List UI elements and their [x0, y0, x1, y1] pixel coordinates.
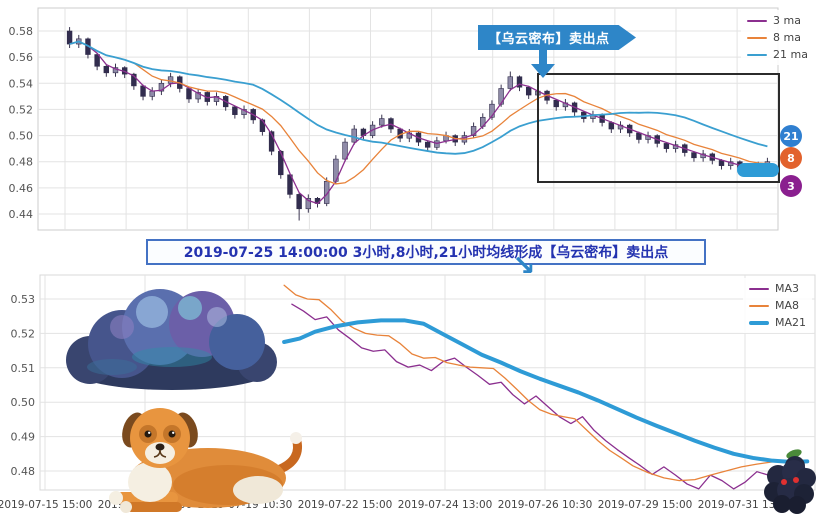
ma-line-8 [69, 40, 768, 185]
legend-label: 21 ma [773, 48, 808, 61]
svg-text:0.56: 0.56 [9, 51, 34, 64]
line-swatch-icon [747, 19, 768, 22]
svg-text:2019-07-22 15:00: 2019-07-22 15:00 [298, 499, 393, 511]
series-line-MA21 [282, 318, 810, 465]
dark-cloud-highlight-box [537, 73, 780, 183]
svg-text:21: 21 [783, 130, 798, 143]
dog-illustration [109, 408, 302, 513]
sell-point-down-arrow-icon [531, 50, 555, 78]
svg-text:0.48: 0.48 [9, 156, 34, 169]
svg-text:0.54: 0.54 [9, 77, 34, 90]
ma-badge-21: 21 [780, 125, 802, 147]
legend-label: MA3 [774, 282, 799, 295]
ma-line-3 [69, 40, 768, 205]
svg-text:2019-07-31 13:00: 2019-07-31 13:00 [698, 499, 793, 511]
line-swatch-icon [747, 36, 768, 39]
line-swatch-icon [747, 53, 768, 56]
svg-text:0.46: 0.46 [9, 182, 34, 195]
dark-cloud-icon [764, 449, 816, 514]
svg-text:0.50: 0.50 [9, 130, 34, 143]
svg-text:0.51: 0.51 [11, 362, 36, 375]
ma21-end-cap [737, 163, 779, 177]
svg-text:2019-07-24 13:00: 2019-07-24 13:00 [398, 499, 493, 511]
sell-annotation-banner: 【乌云密布】卖出点 [478, 25, 636, 50]
svg-text:2019-07-29 15:00: 2019-07-29 15:00 [598, 499, 693, 511]
ma-badge-8: 8 [780, 147, 802, 169]
svg-text:0.52: 0.52 [11, 327, 36, 340]
legend-item-MA3: MA3 [748, 282, 806, 295]
trend-arrow-icon: ↘ [512, 249, 536, 282]
svg-text:0.52: 0.52 [9, 103, 34, 116]
legend-item-21ma: 21 ma [747, 48, 808, 61]
event-banner-text: 2019-07-25 14:00:00 3小时,8小时,21小时均线形成【乌云密… [183, 245, 669, 261]
svg-text:2019-07-15 15:00: 2019-07-15 15:00 [0, 499, 92, 511]
bottom-chart-legend: MA3 MA8 MA21 [742, 278, 812, 333]
line-swatch-icon [748, 287, 769, 290]
svg-text:0.50: 0.50 [11, 396, 36, 409]
svg-text:0.49: 0.49 [11, 431, 36, 444]
series-line-MA3 [291, 303, 805, 490]
legend-label: 8 ma [773, 31, 801, 44]
svg-text:0.48: 0.48 [11, 465, 36, 478]
storm-cloud-illustration [66, 289, 277, 390]
ma-badge-3: 3 [780, 175, 802, 197]
top-chart-legend: 3 ma 8 ma 21 ma [741, 10, 814, 65]
event-banner: 2019-07-25 14:00:00 3小时,8小时,21小时均线形成【乌云密… [146, 239, 706, 265]
svg-text:0.58: 0.58 [9, 25, 34, 38]
line-swatch-icon [748, 304, 769, 307]
sell-annotation-label: 【乌云密布】卖出点 [488, 32, 610, 47]
legend-item-MA8: MA8 [748, 299, 806, 312]
svg-text:3: 3 [787, 180, 795, 193]
top-chart-canvas: 0.58 0.56 0.54 0.52 0.50 0.48 0.46 0.44 21 8 3 [9, 7, 802, 231]
svg-text:2019-07-26 10:30: 2019-07-26 10:30 [498, 499, 593, 511]
series-line-MA8 [283, 284, 797, 482]
legend-item-MA21: MA21 [748, 316, 806, 329]
legend-label: 3 ma [773, 14, 801, 27]
svg-text:0.53: 0.53 [11, 293, 36, 306]
legend-item-3ma: 3 ma [747, 14, 808, 27]
ma-line-21 [69, 40, 768, 155]
legend-label: MA21 [774, 316, 806, 329]
legend-label: MA8 [774, 299, 799, 312]
svg-text:0.44: 0.44 [9, 208, 34, 221]
legend-item-8ma: 8 ma [747, 31, 808, 44]
svg-text:8: 8 [787, 152, 795, 165]
line-swatch-icon [748, 320, 769, 325]
